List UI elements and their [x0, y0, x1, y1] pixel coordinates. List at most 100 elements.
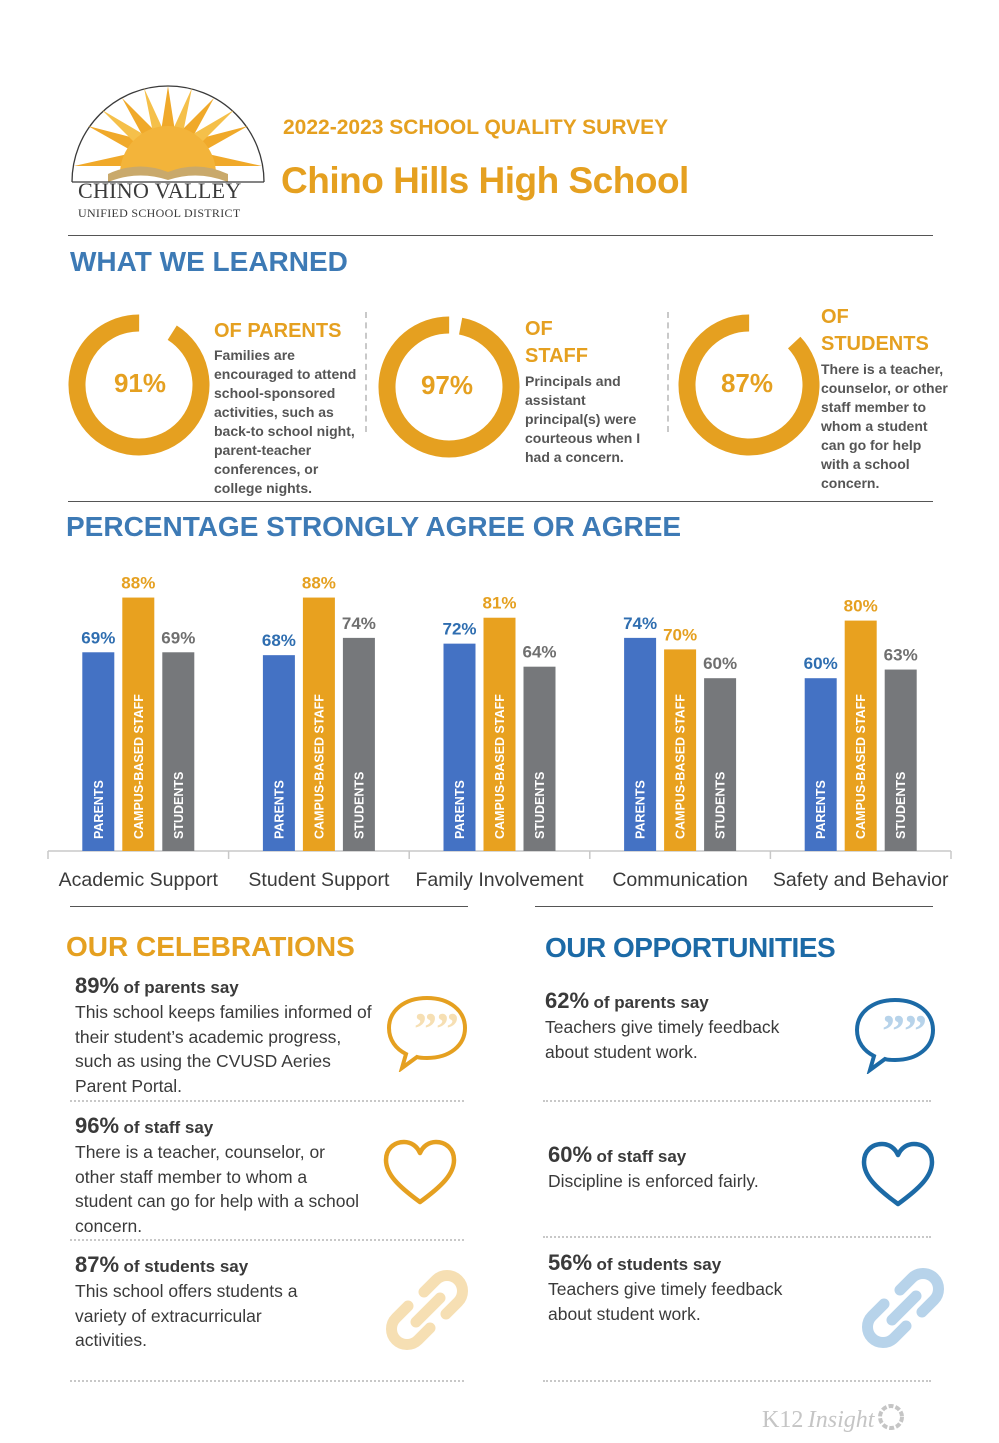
series-label: CAMPUS-BASED STAFF — [854, 694, 868, 839]
series-label: PARENTS — [814, 780, 828, 839]
bar — [443, 643, 476, 851]
stat-text: Teachers give timely feedback about stud… — [545, 1017, 780, 1062]
bar — [624, 637, 657, 851]
series-label: CAMPUS-BASED STAFF — [674, 694, 688, 839]
bar — [884, 669, 917, 851]
opportunity-item: 60% of staff say Discipline is enforced … — [548, 1142, 818, 1194]
stat-text: Discipline is enforced fairly. — [548, 1171, 759, 1191]
divider — [70, 1239, 464, 1241]
series-label: STUDENTS — [714, 772, 728, 839]
series-label: PARENTS — [92, 780, 106, 839]
school-name: Chino Hills High School — [281, 160, 689, 201]
progress-ring — [68, 314, 210, 456]
category-label: Student Support — [248, 869, 390, 891]
svg-text:”: ” — [414, 1003, 437, 1054]
data-label: 69% — [81, 628, 115, 647]
data-label: 72% — [442, 620, 476, 639]
stat-text: Teachers give timely feedback about stud… — [548, 1279, 783, 1324]
data-label: 74% — [342, 614, 376, 633]
series-label: PARENTS — [272, 780, 286, 839]
bar — [262, 655, 295, 851]
learned-title: WHAT WE LEARNED — [70, 246, 348, 277]
series-label: STUDENTS — [533, 772, 547, 839]
category-label: Safety and Behavior — [773, 869, 949, 891]
bar — [82, 652, 115, 851]
bar — [844, 620, 877, 851]
opportunity-item: 56% of students say Teachers give timely… — [548, 1250, 818, 1326]
ring-heading: OF STUDENTS — [821, 306, 929, 355]
svg-text:”: ” — [904, 1005, 927, 1056]
bar — [302, 597, 335, 851]
category-label: Communication — [612, 869, 747, 891]
divider — [543, 1236, 931, 1238]
data-label: 70% — [663, 625, 697, 644]
k12-insight-logo: K12 Insight — [762, 1401, 907, 1434]
data-label: 81% — [482, 594, 516, 613]
bar-chart: 69% PARENTS 88% CAMPUS-BASED STAFF 69% STUDEN… — [47, 574, 952, 891]
data-label: 80% — [844, 597, 878, 616]
stat-percent: 56% — [548, 1250, 593, 1275]
stat-audience: of students say — [123, 1257, 249, 1276]
series-label: CAMPUS-BASED STAFF — [312, 694, 326, 839]
brand-main: K12 — [762, 1407, 804, 1433]
survey-title: 2022-2023 SCHOOL QUALITY SURVEY — [283, 116, 669, 139]
chart-title: PERCENTAGE STRONGLY AGREE OR AGREE — [66, 511, 682, 542]
celebration-item: 89% of parents say This school keeps fam… — [75, 973, 375, 1098]
bar — [162, 652, 195, 851]
data-label: 69% — [161, 628, 195, 647]
divider — [543, 1100, 931, 1102]
divider — [543, 1380, 931, 1382]
data-label: 63% — [884, 646, 918, 665]
bar — [704, 678, 737, 851]
ring-percent: 91% — [113, 368, 167, 398]
opportunities-top-divider — [535, 906, 933, 907]
category-label: Academic Support — [59, 869, 219, 891]
ring-arc — [68, 314, 210, 456]
stat-percent: 96% — [75, 1113, 120, 1138]
link-icon — [386, 1270, 468, 1350]
divider — [365, 312, 367, 432]
logo-name: CHINO VALLEY — [78, 178, 242, 203]
heart-icon — [861, 1141, 935, 1207]
stat-percent: 60% — [548, 1142, 593, 1167]
ring-percent: 87% — [720, 368, 774, 398]
ring-heading: OF STAFF — [525, 318, 588, 367]
brand-italic: Insight — [807, 1407, 875, 1433]
data-label: 74% — [623, 614, 657, 633]
stat-audience: of staff say — [123, 1118, 214, 1137]
bar — [122, 597, 155, 851]
stat-audience: of staff say — [596, 1147, 687, 1166]
stat-percent: 89% — [75, 973, 120, 998]
data-label: 88% — [302, 574, 336, 593]
opportunity-item: 62% of parents say Teachers give timely … — [545, 988, 815, 1064]
stat-percent: 87% — [75, 1252, 120, 1277]
celebrations-top-divider — [70, 906, 468, 907]
stat-text: This school keeps families informed of t… — [75, 1002, 372, 1096]
ring-description: There is a teacher, counselor, or other … — [821, 361, 948, 491]
opportunities-title: OUR OPPORTUNITIES — [545, 932, 836, 963]
stat-percent: 62% — [545, 988, 590, 1013]
celebration-item: 96% of staff say There is a teacher, cou… — [75, 1113, 365, 1238]
heart-icon — [383, 1139, 457, 1205]
learned-divider — [68, 501, 933, 502]
svg-text:”: ” — [882, 1005, 905, 1056]
ring-arc — [378, 316, 520, 458]
celebrations-title: OUR CELEBRATIONS — [66, 931, 355, 962]
celebration-item: 87% of students say This school offers s… — [75, 1252, 335, 1353]
link-icon — [862, 1268, 944, 1348]
header-divider — [68, 235, 933, 236]
data-label: 60% — [804, 654, 838, 673]
svg-text:”: ” — [436, 1003, 459, 1054]
series-label: STUDENTS — [894, 772, 908, 839]
divider — [70, 1380, 464, 1382]
data-label: 88% — [121, 574, 155, 593]
data-label: 68% — [262, 631, 296, 650]
divider — [70, 1100, 464, 1102]
progress-ring — [678, 314, 820, 456]
sunburst-logo-icon — [71, 85, 265, 183]
series-label: STUDENTS — [352, 772, 366, 839]
bar — [804, 678, 837, 851]
ring-description: Families are encouraged to attend school… — [214, 347, 357, 496]
data-label: 64% — [522, 643, 556, 662]
progress-ring — [378, 316, 520, 458]
